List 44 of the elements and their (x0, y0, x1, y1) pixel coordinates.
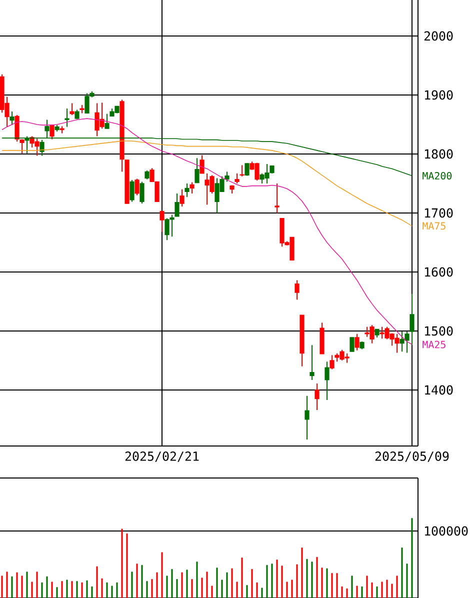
y-tick-label: 1600 (425, 267, 453, 277)
candlestick (314, 382, 320, 411)
candlestick (244, 162, 250, 176)
candlestick (354, 333, 360, 351)
candlestick (160, 210, 164, 232)
candlestick (134, 178, 140, 196)
candlestick (350, 336, 354, 352)
candlestick (224, 171, 230, 182)
candlestick (240, 164, 244, 177)
series-label: MA200 (422, 172, 452, 180)
y-tick-label: 2000 (424, 31, 453, 41)
candlestick (184, 182, 190, 198)
y-tick-label: 1900 (425, 90, 453, 100)
candlestick (274, 182, 280, 214)
candlestick (200, 154, 204, 174)
candlestick (410, 293, 414, 346)
candlestick (64, 108, 70, 128)
candlestick (294, 280, 300, 300)
candlestick (310, 344, 314, 380)
candlestick (130, 179, 134, 202)
candlestick (50, 124, 54, 140)
candlestick (190, 182, 194, 194)
candlestick (180, 188, 184, 207)
candlestick (324, 361, 330, 400)
series-label: MA25 (422, 340, 446, 348)
candlestick (20, 138, 24, 154)
candlestick (194, 158, 200, 184)
candlestick (330, 354, 334, 370)
y-tick-label: 1400 (425, 385, 453, 395)
candlestick (14, 114, 20, 142)
candlestick (10, 110, 14, 126)
candlestick (104, 113, 110, 130)
candlestick (234, 172, 240, 184)
candlestick (140, 181, 144, 204)
series-label: MA75 (422, 222, 446, 230)
x-tick-label: 2025/05/09 (375, 452, 449, 462)
y-tick-label: 1500 (425, 326, 453, 336)
y-tick-label: 1700 (425, 208, 453, 218)
candlestick (70, 102, 74, 116)
x-tick-label: 2025/02/21 (125, 452, 199, 462)
y-tick-label: 100000 (425, 526, 468, 536)
candlestick (174, 192, 180, 217)
candlestick (304, 395, 310, 440)
y-tick-label: 1800 (425, 149, 453, 159)
